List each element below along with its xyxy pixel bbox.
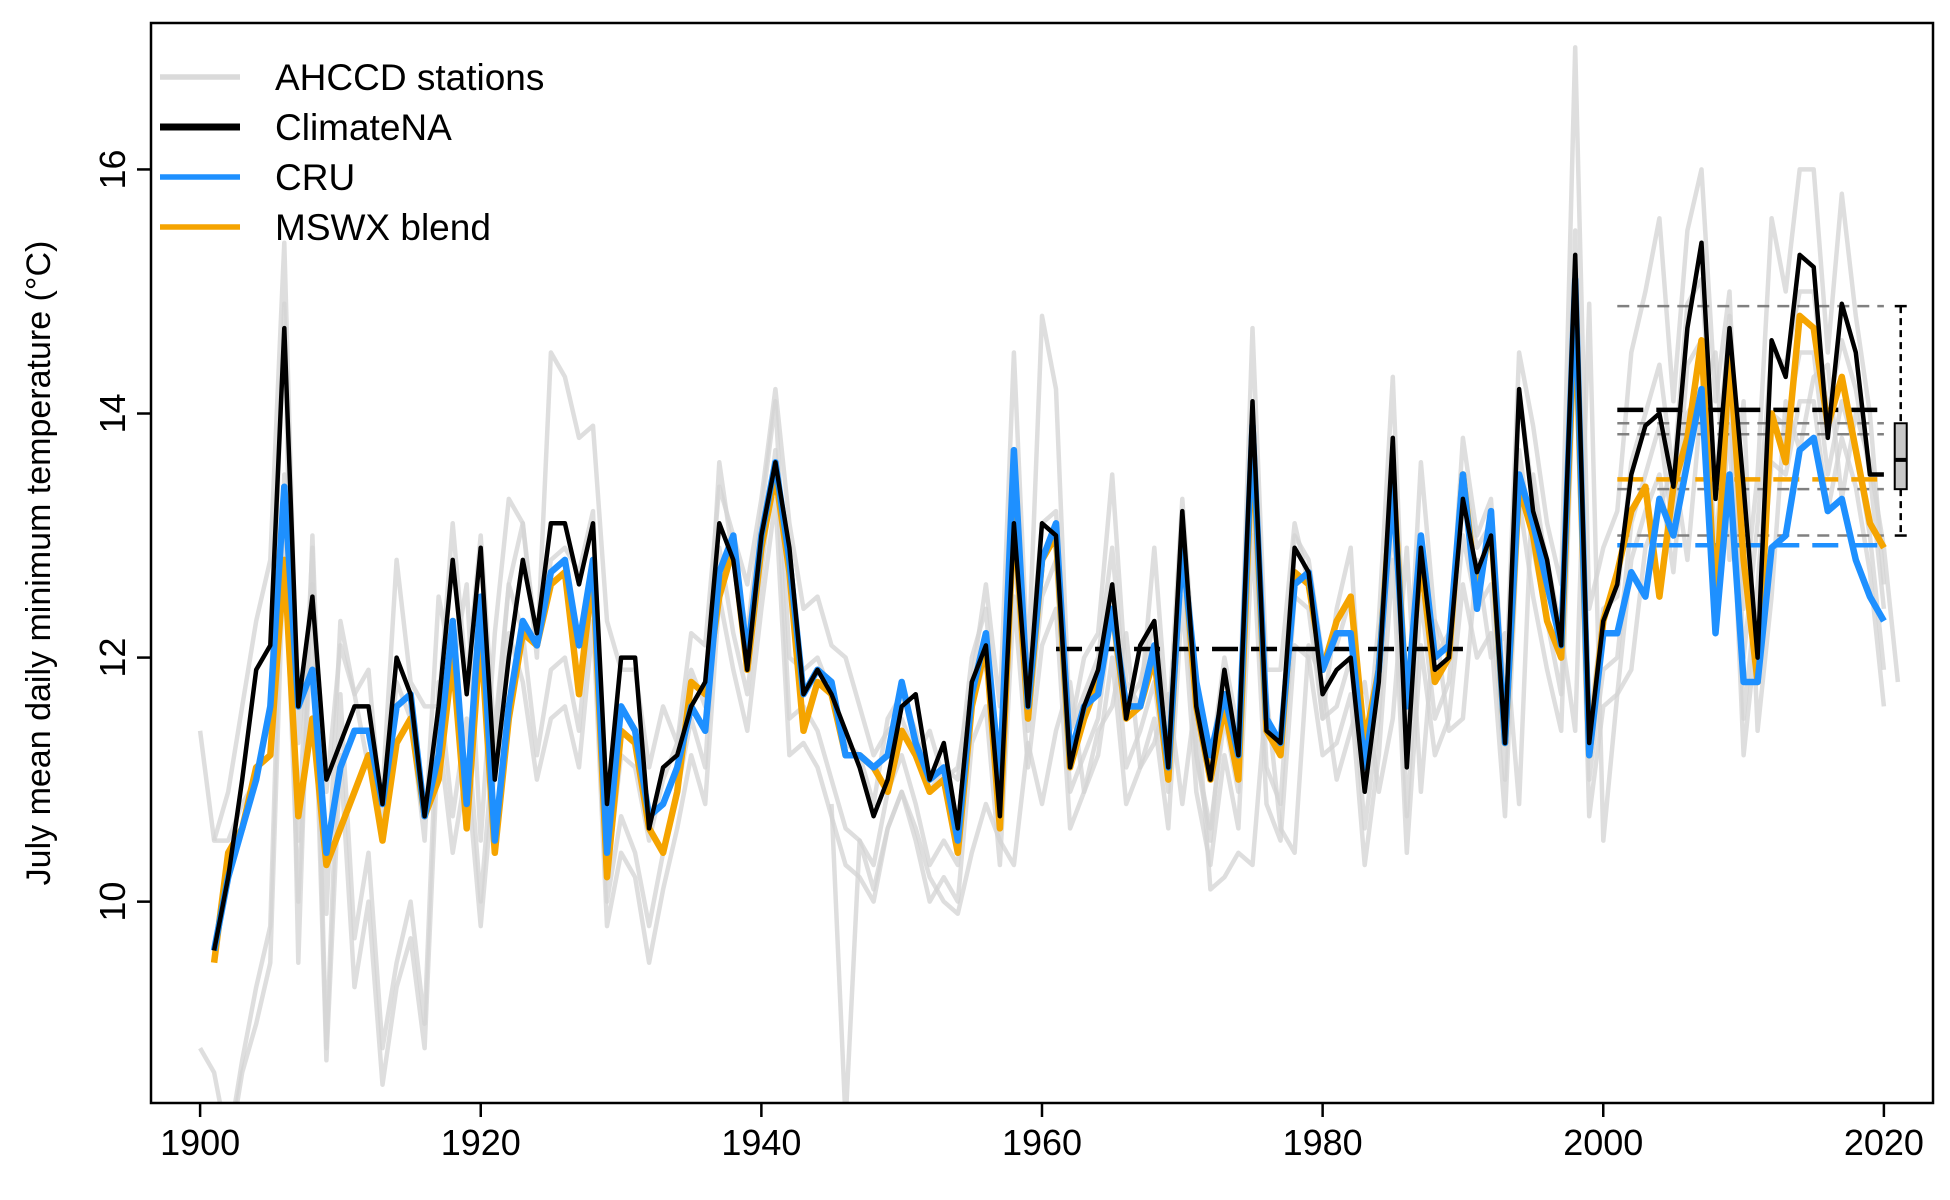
y-tick-label-12: 12 xyxy=(92,638,133,678)
y-tick-label-10: 10 xyxy=(92,882,133,922)
y-axis-label: July mean daily minimum temperature (°C) xyxy=(20,241,58,886)
x-tick-label-2000: 2000 xyxy=(1563,1122,1643,1163)
x-tick-label-1960: 1960 xyxy=(1002,1122,1082,1163)
series-line-cru xyxy=(210,276,1887,952)
legend-label-ahccd-stations: AHCCD stations xyxy=(275,57,544,98)
legend-label-cru: CRU xyxy=(275,157,355,198)
x-tick-label-1920: 1920 xyxy=(441,1122,521,1163)
x-tick-label-1940: 1940 xyxy=(721,1122,801,1163)
boxplot-box xyxy=(1893,422,1908,491)
x-tick-label-1900: 1900 xyxy=(160,1122,240,1163)
series-line-climatena xyxy=(211,240,1884,951)
y-tick-label-16: 16 xyxy=(92,149,133,189)
series-lines-layer xyxy=(210,240,1887,964)
x-tick-label-2020: 2020 xyxy=(1844,1122,1924,1163)
legend-label-climatena: ClimateNA xyxy=(275,107,452,148)
legend-label-mswx-blend: MSWX blend xyxy=(275,207,491,248)
station-line-4 xyxy=(234,325,1887,1103)
boxplot-layer xyxy=(1893,304,1908,537)
legend: AHCCD stations ClimateNA CRU MSWX blend xyxy=(160,57,544,248)
y-tick-label-14: 14 xyxy=(92,393,133,433)
axes-layer: 1900 1920 1940 1960 1980 2000 2020 10 12 14 16 xyxy=(92,149,1924,1163)
x-tick-label-1980: 1980 xyxy=(1283,1122,1363,1163)
